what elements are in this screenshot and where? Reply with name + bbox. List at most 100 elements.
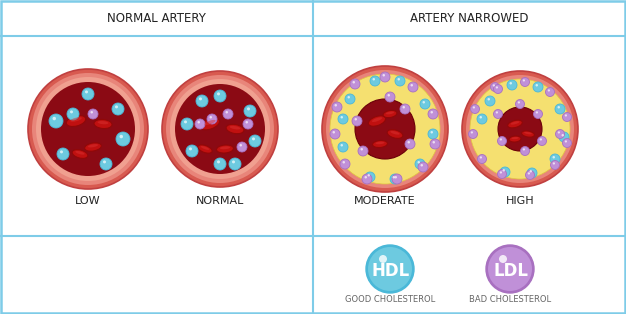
Circle shape [347,96,350,99]
Ellipse shape [372,140,387,148]
Circle shape [565,114,567,116]
Circle shape [485,96,495,106]
Circle shape [486,245,534,293]
Circle shape [184,120,187,123]
Circle shape [170,79,270,179]
Ellipse shape [201,146,209,150]
Circle shape [342,161,345,164]
Circle shape [166,75,274,183]
Ellipse shape [66,116,86,127]
Circle shape [67,108,79,120]
Circle shape [244,105,256,117]
Ellipse shape [94,119,112,128]
Circle shape [352,81,355,84]
Circle shape [189,147,192,150]
Circle shape [196,95,208,107]
Circle shape [418,161,420,164]
Circle shape [500,138,502,141]
Circle shape [247,107,250,111]
Circle shape [223,109,233,119]
Circle shape [229,158,241,170]
Circle shape [41,82,135,176]
Circle shape [496,111,498,114]
Circle shape [530,170,532,172]
Circle shape [480,156,482,159]
Ellipse shape [376,142,384,144]
Circle shape [116,132,130,146]
Circle shape [491,83,500,91]
Circle shape [415,159,425,169]
Circle shape [498,170,506,178]
Circle shape [525,171,535,180]
Circle shape [366,245,414,293]
Circle shape [362,174,372,184]
Circle shape [470,79,570,179]
Ellipse shape [200,118,220,130]
Text: NORMAL: NORMAL [196,196,244,206]
Circle shape [398,78,400,80]
Circle shape [100,158,112,170]
Text: HIGH: HIGH [506,196,535,206]
Circle shape [379,255,387,263]
Circle shape [507,80,517,90]
Circle shape [372,78,375,80]
Circle shape [503,169,505,171]
Circle shape [57,148,69,160]
Circle shape [394,176,397,178]
Circle shape [345,94,355,104]
Circle shape [332,131,335,133]
Text: ARTERY NARROWED: ARTERY NARROWED [410,13,528,25]
Circle shape [527,168,537,178]
Circle shape [500,167,510,177]
Circle shape [553,156,555,159]
Text: GOOD CHOLESTEROL: GOOD CHOLESTEROL [345,295,435,304]
Ellipse shape [511,121,520,125]
Circle shape [385,92,395,102]
Ellipse shape [508,120,522,128]
Circle shape [423,101,425,104]
Ellipse shape [372,117,382,122]
Ellipse shape [387,130,403,138]
Circle shape [392,174,402,184]
Circle shape [477,114,487,124]
Circle shape [535,84,538,86]
Circle shape [562,134,564,137]
Circle shape [488,98,490,100]
Circle shape [468,129,478,138]
Ellipse shape [220,146,230,149]
Circle shape [217,92,220,95]
Circle shape [370,76,380,86]
Circle shape [499,255,507,263]
Circle shape [334,104,337,106]
Circle shape [496,86,498,89]
Circle shape [112,103,124,115]
Circle shape [225,111,228,113]
Circle shape [162,71,278,187]
Text: LDL: LDL [493,262,528,280]
Circle shape [500,171,502,174]
Circle shape [493,110,503,118]
Circle shape [430,139,440,149]
Circle shape [493,84,495,87]
Circle shape [355,99,415,159]
Circle shape [350,79,360,89]
Circle shape [565,140,567,143]
Circle shape [217,160,220,163]
Circle shape [36,77,140,181]
Circle shape [91,111,93,113]
Circle shape [181,118,193,130]
Circle shape [408,141,410,143]
Circle shape [245,121,248,123]
Circle shape [555,129,565,138]
Circle shape [186,145,198,157]
Circle shape [550,154,560,164]
Circle shape [352,116,362,126]
Circle shape [540,138,542,141]
Circle shape [341,144,343,147]
Circle shape [520,147,530,155]
Circle shape [538,137,546,145]
Circle shape [354,118,357,121]
Circle shape [88,109,98,119]
Ellipse shape [230,126,240,129]
Circle shape [340,159,350,169]
